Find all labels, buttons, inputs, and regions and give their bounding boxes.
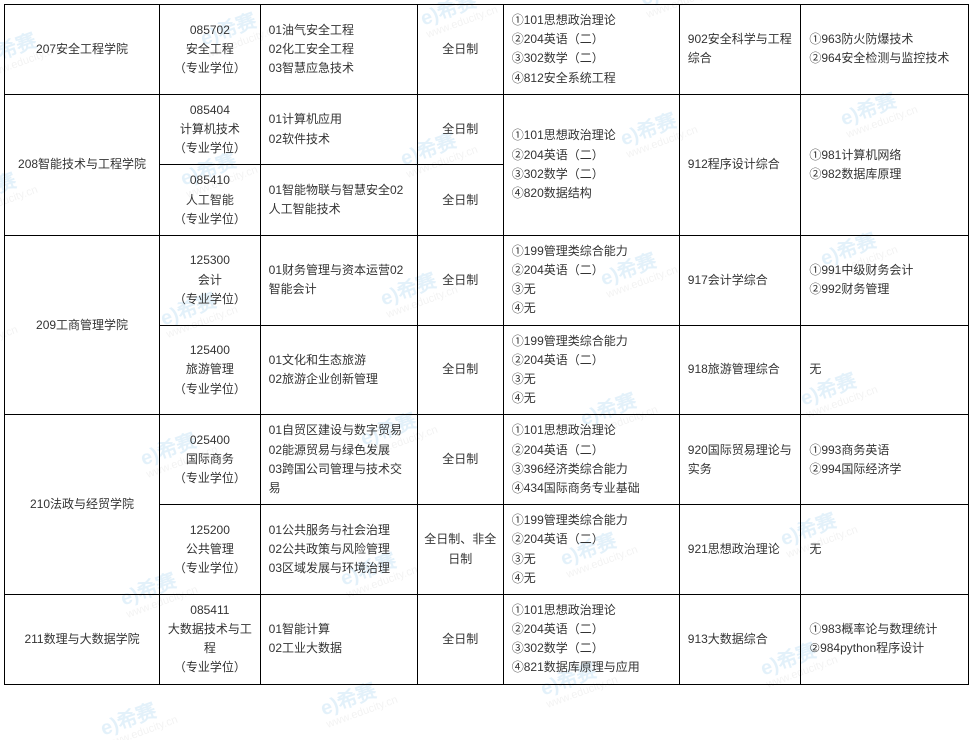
cell-retest: 917会计学综合 <box>679 235 801 325</box>
cell-major: 085411大数据技术与工程（专业学位） <box>160 594 261 684</box>
cell-exams: ①199管理类综合能力②204英语（二）③无④无 <box>503 505 679 595</box>
cell-retest: 902安全科学与工程综合 <box>679 5 801 95</box>
cell-mode: 全日制 <box>417 594 503 684</box>
cell-college: 209工商管理学院 <box>5 235 160 415</box>
cell-major: 085404计算机技术（专业学位） <box>160 94 261 165</box>
cell-college: 210法政与经贸学院 <box>5 415 160 595</box>
cell-retest: 918旅游管理综合 <box>679 325 801 415</box>
cell-direction: 01公共服务与社会治理02公共政策与风险管理03区域发展与环境治理 <box>260 505 417 595</box>
cell-direction: 01自贸区建设与数字贸易02能源贸易与绿色发展03跨国公司管理与技术交易 <box>260 415 417 505</box>
cell-major: 125400旅游管理（专业学位） <box>160 325 261 415</box>
cell-equiv: ①983概率论与数理统计②984python程序设计 <box>801 594 969 684</box>
cell-major: 125200公共管理（专业学位） <box>160 505 261 595</box>
table-row: 210法政与经贸学院025400国际商务（专业学位）01自贸区建设与数字贸易02… <box>5 415 969 505</box>
cell-college: 207安全工程学院 <box>5 5 160 95</box>
cell-mode: 全日制 <box>417 94 503 165</box>
cell-mode: 全日制 <box>417 325 503 415</box>
cell-equiv: 无 <box>801 325 969 415</box>
cell-exams: ①199管理类综合能力②204英语（二）③无④无 <box>503 325 679 415</box>
cell-major: 125300会计（专业学位） <box>160 235 261 325</box>
table-row: 209工商管理学院125300会计（专业学位）01财务管理与资本运营02智能会计… <box>5 235 969 325</box>
cell-exams: ①101思想政治理论②204英语（二）③302数学（二）④820数据结构 <box>503 94 679 235</box>
cell-college: 208智能技术与工程学院 <box>5 94 160 235</box>
cell-major: 025400国际商务（专业学位） <box>160 415 261 505</box>
cell-equiv: ①963防火防爆技术②964安全检测与监控技术 <box>801 5 969 95</box>
program-table-body: 207安全工程学院085702安全工程（专业学位）01油气安全工程02化工安全工… <box>5 5 969 685</box>
program-table: 207安全工程学院085702安全工程（专业学位）01油气安全工程02化工安全工… <box>4 4 969 685</box>
cell-direction: 01智能物联与智慧安全02人工智能技术 <box>260 165 417 236</box>
cell-retest: 921思想政治理论 <box>679 505 801 595</box>
cell-mode: 全日制 <box>417 5 503 95</box>
cell-equiv: ①993商务英语②994国际经济学 <box>801 415 969 505</box>
table-row: 211数理与大数据学院085411大数据技术与工程（专业学位）01智能计算02工… <box>5 594 969 684</box>
cell-retest: 920国际贸易理论与实务 <box>679 415 801 505</box>
cell-direction: 01智能计算02工业大数据 <box>260 594 417 684</box>
cell-mode: 全日制 <box>417 165 503 236</box>
watermark-item: e)希赛www.educity.cn <box>96 688 180 740</box>
cell-mode: 全日制 <box>417 415 503 505</box>
cell-exams: ①199管理类综合能力②204英语（二）③无④无 <box>503 235 679 325</box>
cell-retest: 913大数据综合 <box>679 594 801 684</box>
watermark-item: e)希赛www.educity.cn <box>856 0 940 1</box>
cell-direction: 01油气安全工程02化工安全工程03智慧应急技术 <box>260 5 417 95</box>
cell-exams: ①101思想政治理论②204英语（二）③302数学（二）④821数据库原理与应用 <box>503 594 679 684</box>
cell-exams: ①101思想政治理论②204英语（二）③396经济类综合能力④434国际商务专业… <box>503 415 679 505</box>
cell-major: 085702安全工程（专业学位） <box>160 5 261 95</box>
cell-exams: ①101思想政治理论②204英语（二）③302数学（二）④812安全系统工程 <box>503 5 679 95</box>
cell-direction: 01财务管理与资本运营02智能会计 <box>260 235 417 325</box>
cell-direction: 01计算机应用02软件技术 <box>260 94 417 165</box>
cell-college: 211数理与大数据学院 <box>5 594 160 684</box>
table-row: 207安全工程学院085702安全工程（专业学位）01油气安全工程02化工安全工… <box>5 5 969 95</box>
cell-mode: 全日制 <box>417 235 503 325</box>
cell-major: 085410人工智能（专业学位） <box>160 165 261 236</box>
cell-direction: 01文化和生态旅游02旅游企业创新管理 <box>260 325 417 415</box>
cell-retest: 912程序设计综合 <box>679 94 801 235</box>
cell-equiv: ①991中级财务会计②992财务管理 <box>801 235 969 325</box>
cell-mode: 全日制、非全日制 <box>417 505 503 595</box>
table-row: 208智能技术与工程学院085404计算机技术（专业学位）01计算机应用02软件… <box>5 94 969 165</box>
cell-equiv: ①981计算机网络②982数据库原理 <box>801 94 969 235</box>
cell-equiv: 无 <box>801 505 969 595</box>
